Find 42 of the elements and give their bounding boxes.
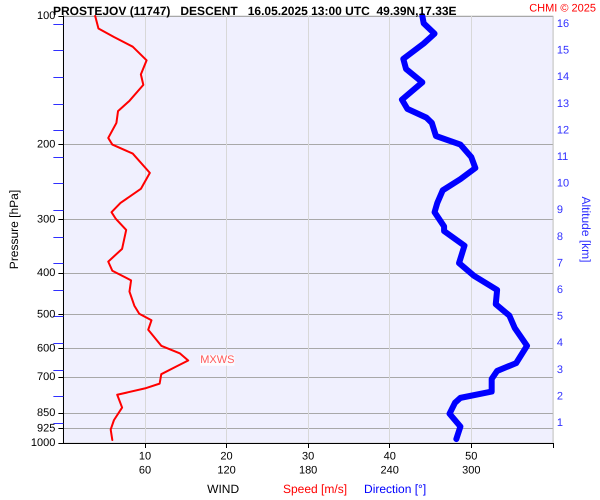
y2-tick-label: 16 [556, 18, 570, 30]
x2-tick-label: 60 [138, 464, 152, 476]
x2-tick-label: 300 [462, 464, 480, 476]
y2-tick-label: 2 [556, 390, 563, 402]
y-axis-title: Pressure [hPa] [7, 190, 21, 270]
x-tick-label: 40 [384, 450, 396, 462]
text: CHMI © 2025 [529, 2, 596, 14]
y-tick-label: 300 [37, 214, 56, 226]
text: Direction [°] [364, 482, 426, 496]
x-tick-label: 10 [138, 450, 152, 462]
y2-tick-label: 1 [556, 417, 563, 430]
x-tick-label: 30 [302, 450, 314, 462]
y2-tick-label: 7 [556, 257, 563, 270]
y2-tick-label: 13 [556, 98, 570, 110]
y-tick-label: 700 [37, 370, 56, 383]
text: Speed [m/s] [283, 482, 348, 496]
y-tick-label: 600 [37, 342, 56, 354]
x2-tick-label: 240 [380, 464, 399, 476]
y2-tick-label: 15 [556, 44, 570, 57]
y2-axis-title: Altitude [km] [579, 196, 593, 263]
y2-tick-label: 5 [556, 310, 563, 323]
y-tick-label: 200 [37, 138, 56, 151]
y2-tick-label: 10 [556, 178, 570, 190]
y2-tick-label: 14 [556, 71, 570, 84]
y2-tick-label: 9 [556, 204, 563, 216]
annotation: MXWS [200, 354, 234, 366]
y-tick-label: 1000 [30, 437, 56, 449]
y2-tick-label: 4 [556, 337, 563, 350]
x-axis-title: WIND [207, 482, 240, 496]
y-tick-label: 500 [37, 308, 56, 320]
x2-tick-label: 120 [217, 464, 236, 476]
x-tick-label: 20 [220, 450, 233, 462]
y2-tick-label: 11 [556, 151, 568, 164]
y2-tick-label: 6 [556, 284, 563, 296]
y2-tick-label: 3 [556, 364, 563, 376]
y2-tick-label: 8 [556, 230, 563, 243]
y-tick-label: 925 [37, 422, 56, 435]
y-tick-label: 400 [37, 267, 56, 280]
x-tick-label: 50 [465, 450, 478, 462]
y2-tick-label: 12 [556, 124, 570, 136]
y-tick-label: 850 [37, 406, 56, 419]
x2-tick-label: 180 [298, 464, 318, 476]
